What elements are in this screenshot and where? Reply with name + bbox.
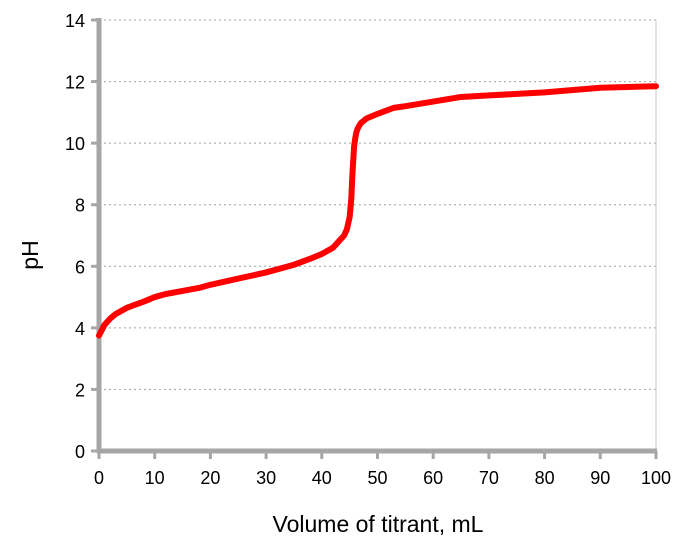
series-layer [96,83,659,339]
y-tick-label-8: 8 [75,196,85,216]
x-tick-label-10: 10 [145,468,165,488]
x-tick-label-50: 50 [367,468,387,488]
series-line-0 [96,83,659,339]
y-tick-label-10: 10 [65,134,85,154]
y-tick-label-4: 4 [75,319,85,339]
y-tick-label-12: 12 [65,73,85,93]
x-tick-label-90: 90 [590,468,610,488]
x-tick-label-40: 40 [312,468,332,488]
x-tick-label-80: 80 [535,468,555,488]
axes [91,18,658,459]
x-tick-label-70: 70 [479,468,499,488]
x-tick-label-20: 20 [200,468,220,488]
y-tick-label-2: 2 [75,380,85,400]
tick-labels: 0 2 4 6 8 10 12 14 0 10 20 30 40 50 60 70 80 90 100 [65,11,671,488]
y-axis-label: pH [17,240,43,269]
x-tick-label-100: 100 [641,468,671,488]
x-tick-label-30: 30 [256,468,276,488]
x-tick-label-0: 0 [94,468,104,488]
x-axis-label: Volume of titrant, mL [273,511,484,537]
y-tick-label-6: 6 [75,257,85,277]
y-tick-label-14: 14 [65,11,85,31]
y-tick-label-0: 0 [75,442,85,462]
x-tick-label-60: 60 [423,468,443,488]
gridlines [99,19,656,390]
